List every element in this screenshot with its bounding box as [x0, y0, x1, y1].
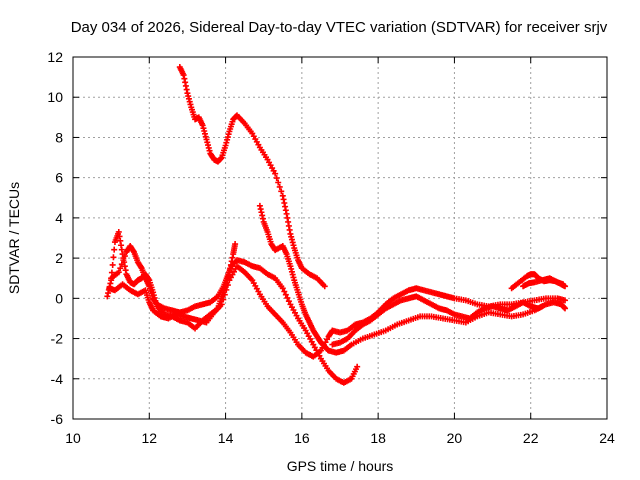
data-point [354, 363, 361, 370]
x-tick-label: 18 [370, 430, 386, 446]
x-tick-label: 22 [523, 430, 539, 446]
data-point [285, 298, 292, 305]
data-point [117, 265, 124, 272]
data-point [118, 261, 125, 268]
y-tick-label: 12 [47, 49, 63, 65]
data-point [121, 253, 128, 260]
y-tick-label: -4 [51, 371, 64, 387]
data-point [279, 285, 286, 292]
y-tick-label: -2 [51, 331, 64, 347]
y-tick-label: 8 [55, 129, 63, 145]
data-point [110, 254, 117, 261]
data-point [562, 297, 569, 304]
y-tick-label: 6 [55, 170, 63, 186]
data-point [278, 188, 285, 195]
data-point [115, 269, 122, 276]
series-track-8 [520, 275, 567, 290]
chart-title: Day 034 of 2026, Sidereal Day-to-day VTE… [71, 19, 608, 36]
data-point [276, 183, 283, 190]
series-track-6 [329, 293, 569, 348]
data-point [282, 291, 289, 298]
y-tick-label: 10 [47, 89, 63, 105]
data-point [272, 170, 279, 177]
data-point [223, 286, 230, 293]
data-point [218, 301, 225, 308]
y-tick-label: 4 [55, 210, 63, 226]
x-tick-label: 12 [141, 430, 157, 446]
data-point [224, 282, 231, 289]
x-tick-label: 20 [447, 430, 463, 446]
series-track-4 [108, 243, 361, 386]
data-point [111, 246, 118, 253]
grid-layer [73, 57, 607, 419]
x-tick-label: 10 [65, 430, 81, 446]
x-tick-label: 24 [599, 430, 615, 446]
x-tick-label: 16 [294, 430, 310, 446]
data-point [281, 288, 288, 295]
data-point [562, 305, 569, 312]
y-tick-label: 2 [55, 250, 63, 266]
y-tick-label: 0 [55, 290, 63, 306]
data-point [109, 261, 116, 268]
series-track-2 [256, 202, 546, 356]
data-point [321, 283, 328, 290]
data-point [560, 281, 567, 288]
data-point [284, 294, 291, 301]
data-layer [104, 64, 569, 386]
data-point [273, 175, 280, 182]
x-tick-label: 14 [218, 430, 234, 446]
plot-frame [72, 56, 608, 420]
y-axis-label: SDTVAR / TECUs [6, 182, 22, 294]
data-point [220, 296, 227, 303]
series-track-1 [176, 64, 328, 290]
data-point [232, 241, 239, 248]
data-point [275, 179, 282, 186]
data-point [120, 257, 127, 264]
y-tick-label: -6 [51, 411, 64, 427]
data-point [221, 291, 228, 298]
x-axis-label: GPS time / hours [287, 458, 394, 474]
